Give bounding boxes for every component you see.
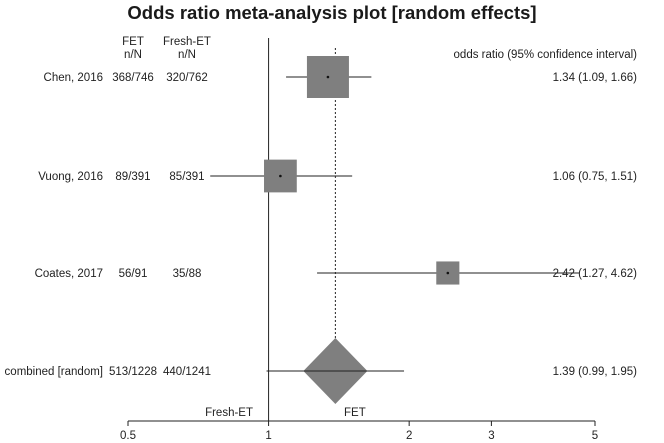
x-tick-label-2: 2	[406, 430, 412, 442]
header-fresh-et-sub: n/N	[178, 49, 196, 61]
direction-label-left: Fresh-ET	[205, 407, 253, 419]
header-odds-ratio: odds ratio (95% confidence interval)	[454, 49, 638, 61]
study-fet-vuong-2016: 89/391	[115, 171, 150, 183]
x-tick-label-0: 0.5	[120, 430, 136, 442]
direction-label-right: FET	[344, 407, 366, 419]
study-fresh-et-chen-2016: 320/762	[166, 72, 208, 84]
point-estimate-coates-2017	[446, 271, 450, 275]
study-fresh-et-coates-2017: 35/88	[173, 268, 202, 280]
x-tick-label-3: 3	[488, 430, 494, 442]
study-label-chen-2016: Chen, 2016	[44, 72, 103, 84]
x-tick-label-1: 1	[265, 430, 271, 442]
point-estimate-chen-2016	[326, 75, 330, 79]
study-fet-chen-2016: 368/746	[112, 72, 154, 84]
header-fet: FET	[122, 36, 144, 48]
x-tick-label-4: 5	[592, 430, 598, 442]
study-fresh-et-vuong-2016: 85/391	[169, 171, 204, 183]
header-fresh-et: Fresh-ET	[163, 36, 211, 48]
chart-title: Odds ratio meta-analysis plot [random ef…	[127, 2, 536, 23]
study-label-coates-2017: Coates, 2017	[35, 268, 103, 280]
combined-fresh-et: 440/1241	[163, 366, 211, 378]
study-label-vuong-2016: Vuong, 2016	[38, 171, 103, 183]
point-estimate-vuong-2016	[279, 174, 282, 178]
combined-fet: 513/1228	[109, 366, 157, 378]
combined-ci-text: 1.39 (0.99, 1.95)	[553, 366, 638, 378]
ci-text-coates-2017: 2.42 (1.27, 4.62)	[553, 268, 638, 280]
combined-label: combined [random]	[5, 366, 103, 378]
ci-text-chen-2016: 1.34 (1.09, 1.66)	[553, 72, 638, 84]
ci-text-vuong-2016: 1.06 (0.75, 1.51)	[553, 171, 638, 183]
study-fet-coates-2017: 56/91	[119, 268, 148, 280]
header-fet-sub: n/N	[124, 49, 142, 61]
